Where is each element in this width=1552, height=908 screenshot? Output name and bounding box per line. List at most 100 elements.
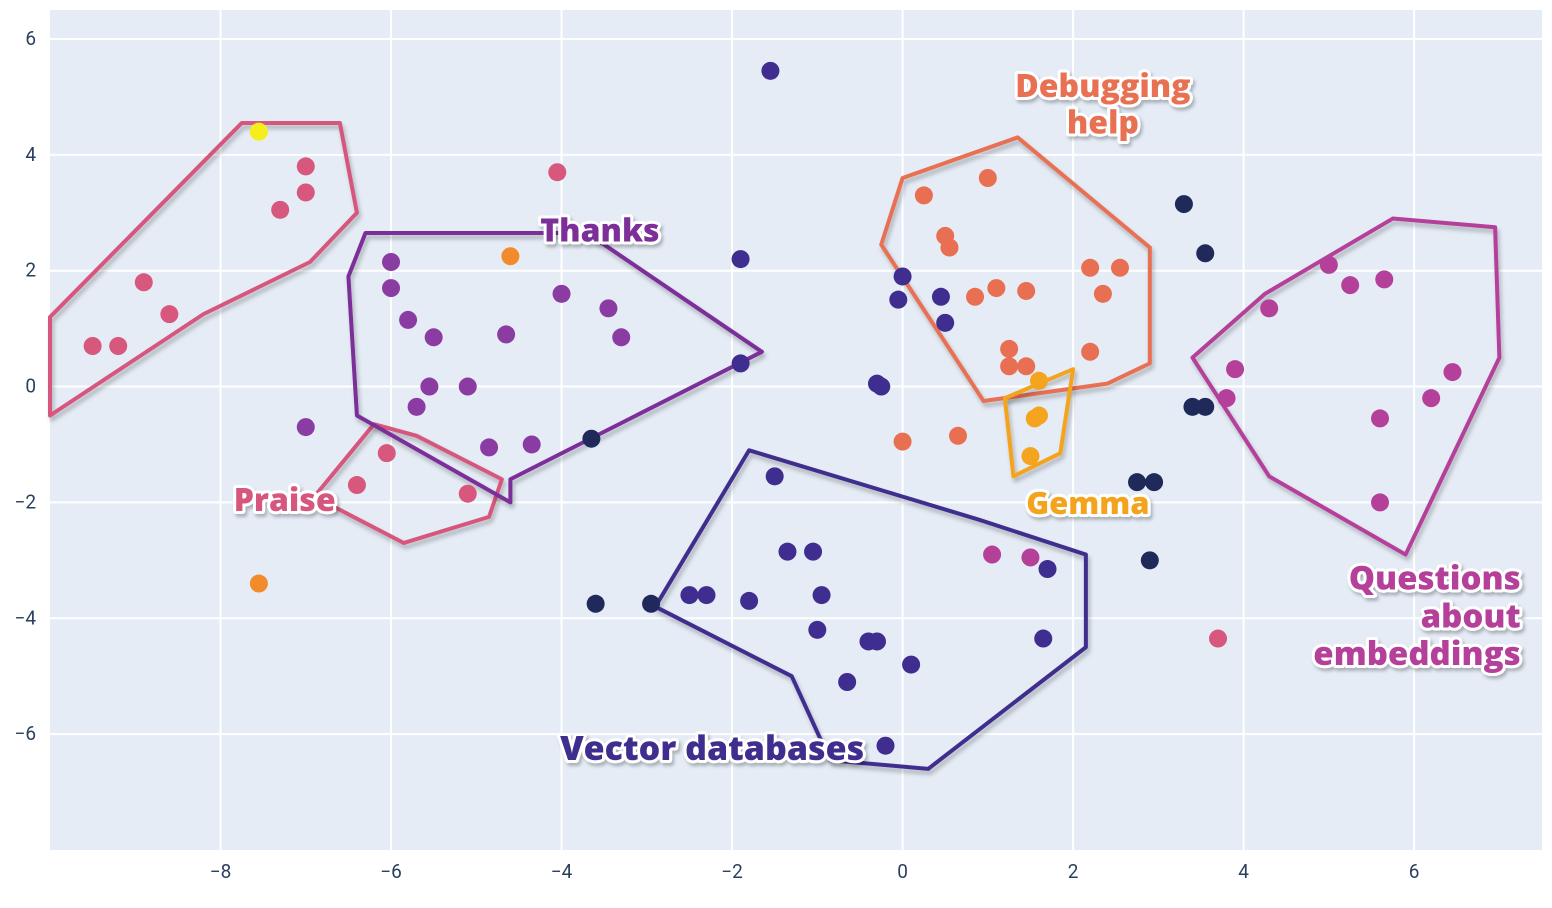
point-vector-db <box>894 267 912 285</box>
point-thanks <box>420 378 438 396</box>
point-praise <box>459 485 477 503</box>
point-praise <box>348 476 366 494</box>
point-vector-db <box>732 250 750 268</box>
point-praise <box>297 183 315 201</box>
point-vector-db <box>932 288 950 306</box>
point-embeddings <box>1218 389 1236 407</box>
x-tick-label: −8 <box>210 860 232 883</box>
cluster-label-thanks: Thanks <box>540 209 659 252</box>
y-tick-label: 0 <box>25 375 36 398</box>
point-debug <box>1000 357 1018 375</box>
point-embeddings <box>1422 389 1440 407</box>
point-gemma <box>1021 447 1039 465</box>
point-embeddings <box>1226 360 1244 378</box>
point-praise <box>135 273 153 291</box>
point-embeddings <box>1260 299 1278 317</box>
point-debug <box>966 288 984 306</box>
point-thanks <box>382 253 400 271</box>
point-vector-db <box>778 543 796 561</box>
point-vector-db <box>872 378 890 396</box>
point-dark <box>1196 398 1214 416</box>
point-thanks <box>480 438 498 456</box>
y-tick-label: 6 <box>25 27 36 50</box>
point-vector-db <box>1039 560 1057 578</box>
point-praise <box>548 163 566 181</box>
point-vector-db <box>859 632 877 650</box>
point-dark <box>1175 195 1193 213</box>
point-vector-db <box>902 656 920 674</box>
point-debug <box>1111 259 1129 277</box>
x-tick-label: 2 <box>1068 860 1079 883</box>
point-vector-db <box>813 586 831 604</box>
point-praise <box>84 337 102 355</box>
point-praise <box>160 305 178 323</box>
point-thanks <box>399 311 417 329</box>
point-debug <box>1017 282 1035 300</box>
x-tick-label: 0 <box>897 860 908 883</box>
point-vector-db <box>838 673 856 691</box>
point-vector-db <box>808 621 826 639</box>
point-debug <box>1017 357 1035 375</box>
point-debug <box>1081 343 1099 361</box>
point-debug <box>987 279 1005 297</box>
point-debug <box>1000 340 1018 358</box>
point-thanks <box>408 398 426 416</box>
y-tick-label: −4 <box>14 606 36 629</box>
point-debug <box>1081 259 1099 277</box>
point-thanks <box>599 299 617 317</box>
point-thanks <box>523 435 541 453</box>
point-dark <box>642 595 660 613</box>
point-vector-db <box>766 467 784 485</box>
y-tick-label: 4 <box>25 143 36 166</box>
chart-svg: −8−6−4−20246−6−4−20246PraiseThanksVector… <box>0 0 1552 908</box>
x-tick-label: 4 <box>1238 860 1249 883</box>
point-vector-db <box>740 592 758 610</box>
y-tick-label: −6 <box>14 722 36 745</box>
cluster-label-praise: Praise <box>234 478 336 521</box>
point-thanks <box>553 285 571 303</box>
point-vector-db <box>761 62 779 80</box>
point-orange-outlier <box>250 575 268 593</box>
point-debug <box>1094 285 1112 303</box>
point-debug <box>940 239 958 257</box>
point-debug <box>949 427 967 445</box>
point-praise <box>378 444 396 462</box>
y-tick-label: 2 <box>25 259 36 282</box>
point-vector-db <box>936 314 954 332</box>
y-tick-label: −2 <box>14 490 36 513</box>
point-dark <box>1196 244 1214 262</box>
point-embeddings <box>1375 270 1393 288</box>
point-embeddings <box>1320 256 1338 274</box>
point-gemma <box>1030 372 1048 390</box>
point-debug <box>979 169 997 187</box>
point-dark <box>582 430 600 448</box>
point-thanks <box>497 325 515 343</box>
point-gemma <box>1026 409 1044 427</box>
point-vector-db <box>889 291 907 309</box>
scatter-chart: −8−6−4−20246−6−4−20246PraiseThanksVector… <box>0 0 1552 908</box>
point-embeddings <box>1443 363 1461 381</box>
point-thanks <box>612 328 630 346</box>
point-thanks <box>459 378 477 396</box>
point-vector-db <box>877 737 895 755</box>
x-tick-label: −2 <box>721 860 743 883</box>
point-praise <box>109 337 127 355</box>
point-praise <box>297 157 315 175</box>
cluster-label-gemma: Gemma <box>1026 482 1149 524</box>
point-embeddings <box>1341 276 1359 294</box>
point-praise <box>271 201 289 219</box>
point-vector-db <box>732 354 750 372</box>
point-vector-db <box>697 586 715 604</box>
point-vector-db <box>680 586 698 604</box>
point-vector-db <box>1034 630 1052 648</box>
x-tick-label: 6 <box>1409 860 1420 883</box>
point-thanks <box>425 328 443 346</box>
point-vector-db <box>804 543 822 561</box>
point-embeddings <box>1021 548 1039 566</box>
x-tick-label: −6 <box>380 860 402 883</box>
point-thanks <box>297 418 315 436</box>
point-embeddings <box>1371 493 1389 511</box>
point-debug <box>894 433 912 451</box>
point-embeddings <box>1371 409 1389 427</box>
x-tick-label: −4 <box>551 860 573 883</box>
